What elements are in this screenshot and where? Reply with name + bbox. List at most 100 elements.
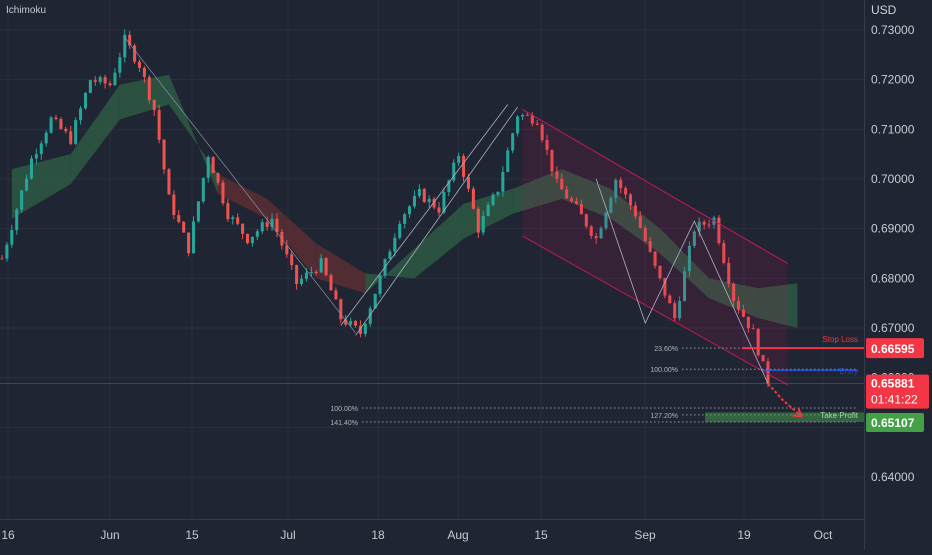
ichimoku-cloud: [11, 74, 798, 328]
candle-body: [766, 361, 770, 384]
candle-body: [653, 251, 657, 266]
candle-body: [221, 182, 225, 204]
candle-body: [398, 223, 402, 238]
candle-body: [201, 177, 205, 202]
candle-body: [300, 278, 304, 284]
price-tick-label: 0.69000: [871, 222, 915, 236]
candle-body: [427, 198, 431, 203]
candle-body: [628, 194, 633, 206]
candle-body: [113, 72, 117, 86]
candle-body: [167, 169, 171, 195]
candle-body: [668, 295, 672, 304]
candle-body: [550, 149, 554, 172]
candle-body: [79, 108, 83, 121]
candle-body: [442, 191, 446, 213]
candle-body: [687, 245, 691, 272]
candle-body: [761, 355, 765, 362]
fib-label-right: 127.20%: [650, 413, 678, 420]
candle-body: [245, 233, 250, 244]
candle-body: [34, 154, 38, 159]
candle-body: [147, 77, 151, 100]
candle-body: [260, 222, 264, 232]
candle-body: [93, 80, 97, 82]
cloud-segment: [267, 198, 317, 279]
candle-body: [329, 275, 333, 291]
candle-body: [683, 271, 687, 301]
candles: [0, 29, 770, 388]
channel-wave-line: [595, 178, 769, 384]
candle-body: [741, 309, 745, 317]
candle-body: [466, 176, 470, 189]
candle-body: [520, 114, 525, 117]
candle-body: [486, 204, 490, 216]
fib-label-left: 100.00%: [330, 406, 358, 413]
candle-body: [481, 215, 485, 233]
time-tick-label: Jul: [280, 528, 295, 542]
candle-body: [702, 221, 706, 225]
candle-body: [525, 114, 529, 116]
candle-body: [231, 217, 235, 220]
stop-loss-price-tag: 0.66595: [866, 338, 924, 359]
candle-body: [393, 237, 397, 252]
fib-levels-left: 100.00% 141.40%: [330, 406, 858, 427]
candle-body: [437, 207, 441, 213]
candle-body: [658, 265, 662, 279]
time-tick-label: Jun: [100, 528, 119, 542]
candle-body: [732, 283, 736, 301]
candle-body: [751, 328, 755, 330]
candle-body: [349, 321, 353, 325]
candle-body: [172, 194, 176, 216]
cloud-segment: [70, 84, 120, 184]
candle-body: [285, 245, 289, 255]
candle-body: [412, 195, 416, 207]
candle-body: [157, 110, 161, 140]
candle-body: [678, 300, 682, 319]
candle-body: [319, 258, 323, 273]
candle-body: [530, 115, 534, 124]
candle-body: [128, 34, 132, 46]
candle-body: [88, 80, 92, 93]
current-price-tag-bg: [866, 374, 929, 409]
current-price-tag-text: 0.65881: [871, 377, 915, 391]
cloud-segment: [218, 174, 268, 219]
candle-body: [756, 328, 760, 356]
rising-channel-lower: [355, 106, 518, 336]
candle-body: [722, 243, 726, 263]
candle-body: [560, 178, 564, 190]
candle-body: [388, 251, 392, 260]
candle-body: [599, 228, 603, 239]
candle-body: [540, 124, 544, 141]
candle-body: [29, 158, 33, 179]
candle-body: [211, 157, 215, 174]
candle-body: [432, 198, 436, 208]
candle-body: [162, 139, 166, 170]
candle-body: [727, 262, 731, 284]
channel-fill: [522, 109, 788, 386]
candle-body: [103, 77, 107, 84]
price-axis-divider: [864, 0, 865, 550]
time-axis: 16 Jun 15 Jul 18 Aug 15 Sep 19 Oct: [1, 528, 833, 542]
candle-body: [108, 83, 112, 86]
candle-body: [236, 217, 240, 224]
candle-body: [358, 325, 362, 334]
stop-loss-label: Stop Loss: [822, 335, 858, 344]
rising-channel: [124, 37, 518, 336]
candle-body: [697, 221, 701, 232]
time-tick-label: Sep: [634, 528, 656, 542]
candle-body: [20, 190, 24, 210]
time-tick-label: 15: [185, 528, 199, 542]
candle-body: [462, 155, 466, 177]
candle-body: [457, 155, 461, 163]
candle-body: [74, 120, 78, 144]
price-tick-label: 0.70000: [871, 172, 915, 186]
candle-body: [717, 217, 721, 244]
take-profit: Take Profit: [705, 411, 864, 423]
candle-body: [118, 57, 122, 73]
take-profit-tag-text: 0.65107: [871, 416, 915, 430]
indicator-label[interactable]: Ichimoku: [6, 5, 47, 16]
candle-body: [555, 171, 559, 179]
candle-body: [584, 214, 588, 227]
candle-body: [187, 232, 191, 254]
